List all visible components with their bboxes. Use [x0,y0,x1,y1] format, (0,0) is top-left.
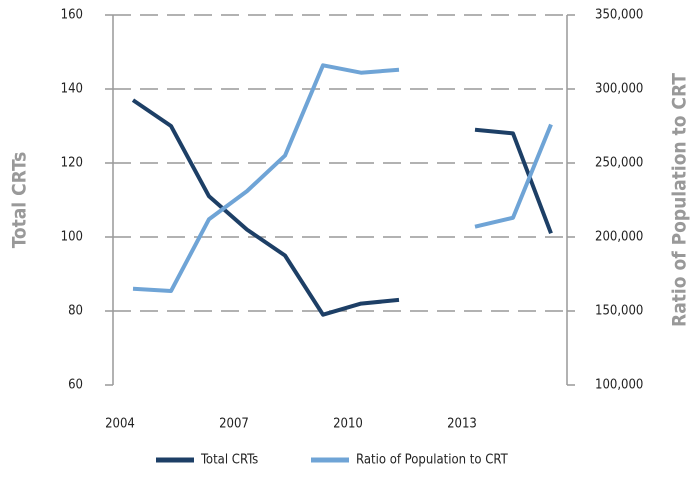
y-tick-label: 140 [61,82,83,97]
y-axis-title: Total CRTs [9,152,31,249]
y-tick-label: 60 [68,378,83,393]
line-series [132,63,553,294]
x-tick-label: 2004 [105,417,135,432]
x-tick-label: 2007 [219,417,249,432]
x-tick-label: 2013 [447,417,477,432]
y-tick-label: 120 [61,156,83,171]
legend-label: Total CRTs [200,453,258,468]
y2-tick-label: 300,000 [595,82,643,97]
y2-tick-label: 350,000 [595,8,643,23]
y2-tick-label: 200,000 [595,230,643,245]
x-tick-label: 2010 [333,417,363,432]
y2-axis-title: Ratio of Population to CRT [669,73,691,327]
y-tick-label: 100 [61,230,83,245]
y-tick-label: 80 [68,304,83,319]
y-tick-label: 160 [61,8,83,23]
y2-tick-label: 250,000 [595,156,643,171]
y2-tick-label: 100,000 [595,378,643,393]
line-series [131,98,553,317]
y2-tick-label: 150,000 [595,304,643,319]
legend-label: Ratio of Population to CRT [356,453,509,468]
